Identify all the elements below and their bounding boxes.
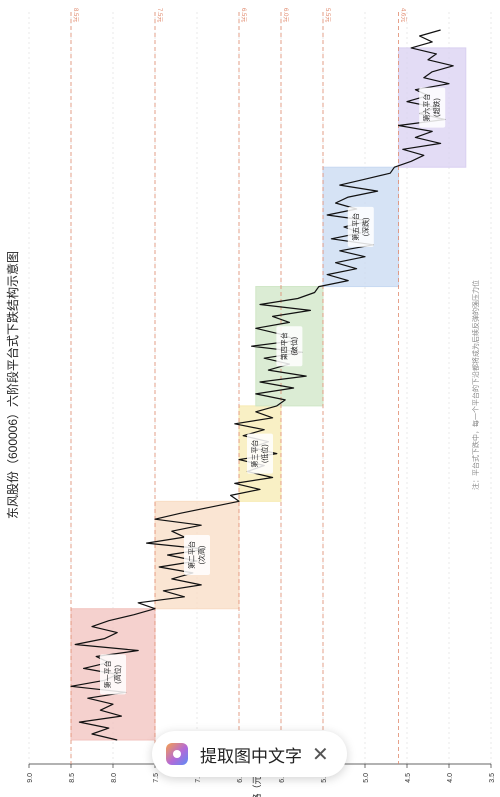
tick-label: 6.0	[279, 773, 286, 783]
tick-label: 8.5	[69, 773, 76, 783]
scan-text-icon	[166, 743, 188, 765]
tick-label: 4.5	[405, 773, 412, 783]
platform-sub: (超跌)	[432, 98, 441, 117]
tick-label: 8.0	[111, 773, 118, 783]
platform-sub: (低位)	[260, 444, 269, 463]
platform-tag	[347, 206, 374, 247]
price-line	[70, 29, 454, 741]
reference-label: 8.5元	[72, 8, 79, 22]
reference-label: 6.0元	[282, 8, 289, 22]
platform-tag	[247, 433, 273, 474]
chart-title: 东风股份（600006）六阶段平台式下跌结构示意图	[5, 251, 20, 519]
reference-label: 7.5元	[156, 8, 163, 22]
platform-sub: (次高)	[197, 546, 206, 565]
tick-label: 5.5	[321, 773, 328, 783]
tick-label: 3.5	[489, 773, 496, 783]
close-icon[interactable]: ✕	[312, 742, 329, 766]
chart-note: 注：平台式下跌中，每一个平台的下沿都将成为后续反弹的强压力位	[471, 280, 480, 490]
text-extract-label: 提取图中文字	[200, 746, 302, 767]
platform-name: 第一平台	[103, 660, 112, 688]
tick-label: 9.0	[27, 773, 34, 783]
platform-name: 第五平台	[351, 213, 360, 241]
platform-name: 第三平台	[250, 440, 259, 468]
reference-label: 5.5元	[324, 8, 331, 22]
platform-name: 第二平台	[187, 541, 196, 569]
reference-label: 4.6元	[400, 8, 407, 22]
y-axis-label: 价格（元）	[251, 766, 262, 797]
platform-tag	[100, 654, 126, 695]
tick-label: 7.0	[195, 773, 202, 783]
platform-tag	[276, 326, 303, 367]
platform-sub: (深跌)	[361, 218, 370, 237]
platform-sub: (高位)	[113, 665, 122, 684]
platform-sub: (破位)	[289, 337, 298, 356]
platform-tag	[419, 87, 446, 128]
plot-area: 3.5 4.0 4.5 5.0 5.5 6.0 6.5 7.0 7.5 8.0 8.5 9.0 8.5元…	[27, 8, 496, 783]
tick-label: 7.5	[153, 773, 160, 783]
tick-label: 4.0	[447, 773, 454, 783]
platform-name: 第四平台	[279, 332, 288, 360]
reference-label: 6.5元	[240, 8, 247, 22]
platform-name: 第六平台	[422, 94, 431, 122]
text-extract-button[interactable]: 提取图中文字 ✕	[152, 731, 347, 777]
tick-label: 5.0	[363, 773, 370, 783]
tick-label: 6.5	[237, 773, 244, 783]
platform-tag	[184, 535, 210, 576]
